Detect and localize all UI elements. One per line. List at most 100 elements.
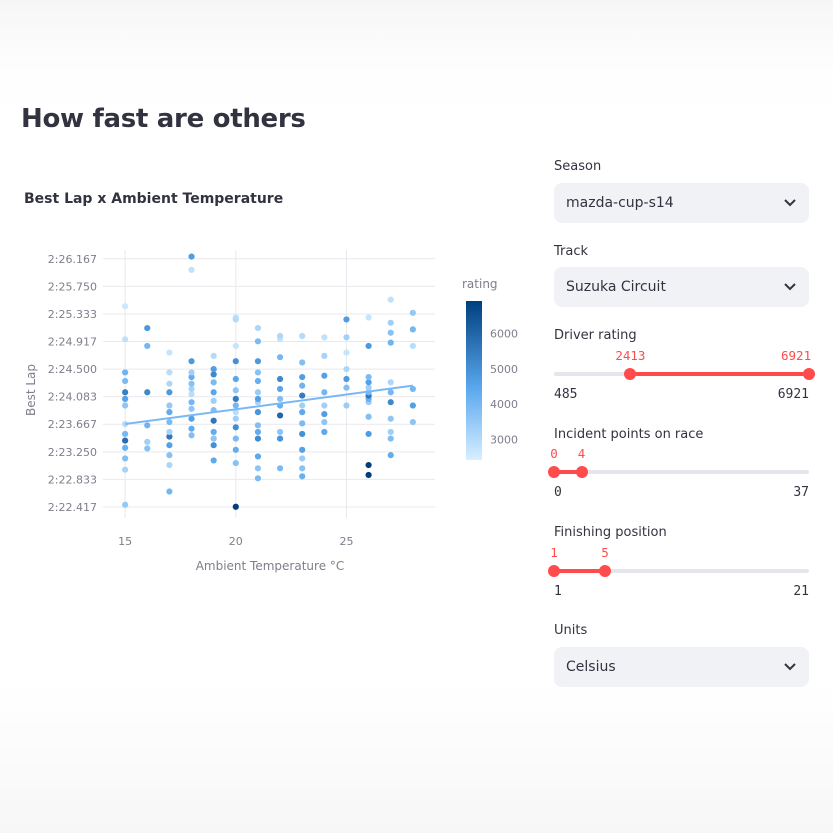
data-point [232, 503, 239, 510]
data-point [299, 359, 306, 366]
slider-min-label: 0 [554, 485, 562, 500]
slider-thumb-low[interactable] [548, 466, 560, 478]
data-point [166, 452, 173, 459]
y-tick-label: 2:22.833 [48, 473, 97, 486]
data-point [188, 369, 195, 376]
data-point [210, 428, 217, 436]
x-tick-label: 25 [339, 535, 353, 548]
finishing-position-slider[interactable]: 1 5 1 21 [548, 545, 809, 613]
data-point [232, 342, 239, 350]
y-tick-label: 2:26.167 [48, 253, 97, 266]
data-point [166, 349, 173, 356]
colorbar-tick-label: 4000 [490, 398, 518, 411]
slider-thumb-high[interactable] [803, 368, 815, 380]
data-point [299, 420, 306, 427]
data-point [276, 375, 284, 383]
data-point [166, 442, 173, 449]
data-point [276, 435, 284, 442]
data-point [299, 446, 306, 453]
data-point [122, 430, 129, 438]
scatter-chart: 2:22.417 2:22.833 2:23.250 2:23.667 2:24.083… [24, 250, 518, 573]
slider-thumb-low[interactable] [624, 368, 637, 380]
incident-points-label: Incident points on race [554, 427, 704, 442]
data-point [122, 377, 129, 385]
units-select[interactable]: Celsius [554, 647, 809, 687]
colorbar-title: rating [462, 277, 498, 291]
data-point [321, 389, 328, 396]
data-point [232, 387, 239, 394]
data-point [365, 314, 372, 321]
data-point [188, 432, 195, 439]
data-points [122, 253, 416, 510]
data-point [232, 402, 239, 409]
data-point [254, 409, 262, 416]
slider-max-label: 6921 [777, 387, 809, 402]
data-point [276, 428, 284, 436]
data-point [365, 373, 372, 381]
units-value: Celsius [566, 659, 616, 675]
data-point [343, 316, 350, 323]
y-tick-label: 2:23.250 [48, 446, 97, 459]
slider-thumb-high[interactable] [599, 565, 611, 577]
data-point [188, 415, 195, 422]
season-select[interactable]: mazda-cup-s14 [554, 183, 809, 223]
slider-low-value: 0 [550, 446, 558, 461]
data-point [343, 384, 350, 391]
slider-thumb-high[interactable] [575, 466, 588, 478]
slider-min-label: 485 [554, 387, 578, 402]
data-point [387, 296, 394, 303]
slider-thumb-low[interactable] [548, 565, 560, 577]
data-point [276, 395, 284, 402]
data-point [276, 412, 284, 419]
driver-rating-slider[interactable]: 2413 6921 485 6921 [554, 348, 815, 416]
data-point [387, 452, 394, 459]
data-point [232, 316, 239, 323]
track-select[interactable]: Suzuka Circuit [554, 267, 809, 307]
page-title: How fast are others [21, 104, 306, 134]
data-point [254, 338, 262, 345]
y-tick-label: 2:24.500 [48, 363, 97, 376]
data-point [365, 471, 372, 479]
data-point [254, 453, 262, 460]
incident-points-slider[interactable]: 0 4 0 37 [548, 446, 809, 514]
data-point [122, 303, 129, 310]
data-point [254, 475, 262, 482]
data-point [343, 375, 350, 383]
data-point [387, 319, 394, 326]
data-point [299, 392, 306, 399]
colorbar [466, 301, 482, 460]
data-point [365, 430, 372, 438]
data-point [276, 332, 284, 340]
data-point [144, 324, 151, 332]
data-point [254, 428, 262, 436]
data-point [276, 465, 284, 472]
data-point [343, 366, 350, 373]
track-label: Track [554, 244, 589, 259]
data-point [387, 435, 394, 442]
data-point [166, 402, 173, 409]
chevron-down-icon [783, 660, 797, 674]
data-point [188, 405, 195, 412]
y-axis-ticks: 2:22.417 2:22.833 2:23.250 2:23.667 2:24.083… [48, 253, 97, 514]
slider-min-label: 1 [554, 584, 562, 599]
data-point [299, 382, 306, 389]
data-point [188, 399, 195, 406]
data-point [299, 332, 306, 340]
y-tick-label: 2:24.083 [48, 391, 97, 404]
data-point [343, 334, 350, 341]
data-point [254, 435, 262, 442]
y-tick-label: 2:25.333 [48, 308, 97, 321]
data-point [210, 417, 217, 424]
data-point [299, 373, 306, 381]
data-point [387, 379, 394, 386]
data-point [166, 380, 173, 387]
data-point [144, 389, 151, 396]
data-point [254, 465, 262, 472]
data-point [166, 409, 173, 416]
data-point [254, 422, 262, 429]
data-point [387, 415, 394, 422]
slider-track [554, 569, 809, 573]
data-point [210, 379, 217, 386]
data-point [122, 466, 129, 473]
